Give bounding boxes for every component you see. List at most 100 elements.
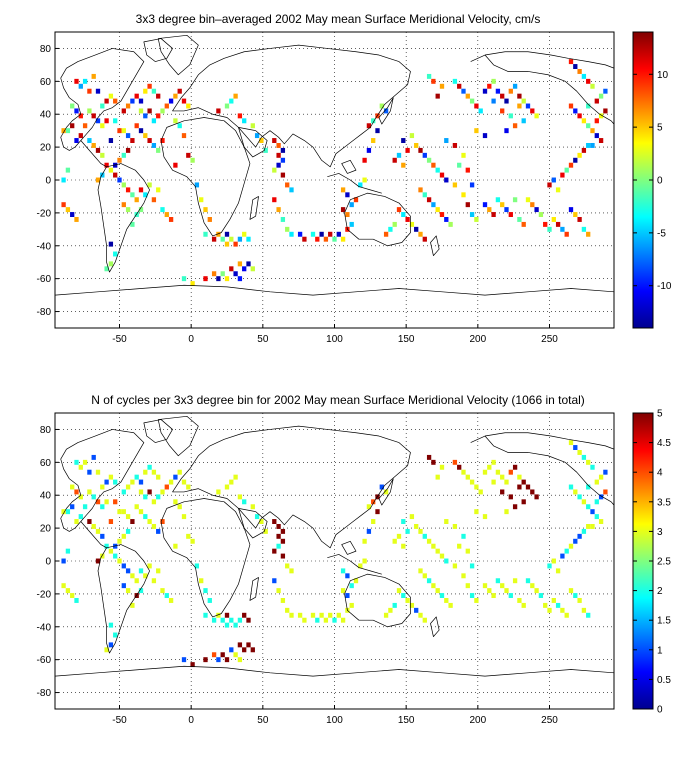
velocity-bin-cell	[168, 217, 174, 222]
velocity-bin-cell	[504, 207, 509, 213]
velocity-bin-cell	[164, 212, 169, 217]
cycles-bin-cell	[474, 598, 479, 603]
velocity-bin-cell	[246, 236, 251, 242]
velocity-bin-cell	[104, 162, 109, 168]
velocity-bin-cell	[242, 118, 247, 124]
cycles-bin-cell	[95, 499, 101, 505]
cycles-bin-cell	[469, 563, 475, 569]
velocity-bin-cell	[577, 152, 582, 158]
cycles-bin-cell	[61, 558, 66, 564]
velocity-bin-cell	[125, 147, 131, 153]
cycles-bin-cell	[224, 622, 230, 628]
cycles-bin-cell	[371, 499, 376, 505]
velocity-bin-cell	[340, 207, 346, 213]
cycles-bin-cell	[121, 489, 126, 495]
velocity-bin-cell	[104, 98, 109, 104]
velocity-bin-cell	[151, 88, 157, 94]
cycles-bin-cell	[517, 484, 522, 490]
cycles-bin-cell	[91, 494, 96, 500]
velocity-bin-cell	[100, 103, 105, 109]
velocity-bin-cell	[113, 98, 118, 104]
cycles-bin-cell	[216, 489, 221, 495]
velocity-bin-cell	[125, 133, 131, 139]
velocity-panel: 3x3 degree bin–averaged 2002 May mean Su…	[37, 12, 672, 345]
velocity-x-tick-label: 200	[469, 334, 486, 345]
cycles-bin-cell	[108, 642, 114, 648]
cycles-bin-cell	[130, 602, 135, 608]
cycles-bin-cell	[121, 583, 126, 589]
velocity-bin-cell	[469, 212, 475, 217]
velocity-bin-cell	[65, 207, 71, 213]
velocity-bin-cell	[508, 88, 513, 94]
velocity-bin-cell	[224, 103, 230, 109]
cycles-colorbar-ticks: 0 0.5 1 1.5 2 2.5 3 3.5 4 4.5 5	[633, 409, 671, 716]
velocity-bin-cell	[581, 226, 587, 232]
velocity-bin-cell	[469, 182, 475, 188]
cycles-bin-cell	[104, 647, 109, 653]
velocity-bin-cell	[160, 138, 165, 143]
velocity-bin-cell	[551, 217, 556, 222]
cycles-bin-cell	[603, 489, 608, 495]
velocity-bin-cell	[121, 152, 126, 158]
velocity-bin-cell	[418, 147, 423, 153]
velocity-bin-cell	[573, 212, 578, 217]
velocity-bin-cell	[91, 73, 96, 79]
velocity-bin-cell	[444, 177, 449, 183]
cycles-bin-cell	[181, 514, 187, 520]
cycles-bin-cell	[538, 593, 544, 598]
velocity-bin-cell	[100, 172, 105, 178]
cycles-bin-cell	[534, 588, 539, 594]
cycles-y-tick-label: -20	[37, 589, 52, 600]
cycles-bin-cell	[160, 519, 165, 524]
velocity-bin-cell	[469, 98, 475, 104]
cycles-bin-cell	[543, 602, 548, 608]
cycles-bin-cell	[280, 528, 286, 534]
cycles-bin-cell	[512, 578, 518, 584]
cycles-bin-cell	[551, 558, 556, 564]
cycles-bin-cell	[65, 548, 71, 554]
velocity-bin-cell	[577, 217, 582, 222]
cycles-bin-cell	[392, 538, 397, 544]
velocity-bin-cell	[521, 221, 526, 227]
velocity-bin-cell	[478, 108, 483, 114]
velocity-bin-cell	[95, 88, 101, 94]
cycles-bin-cell	[573, 538, 578, 544]
cycles-bin-cell	[444, 558, 449, 564]
velocity-bin-cell	[525, 197, 531, 203]
velocity-bin-cell	[349, 221, 354, 227]
cycles-bin-cell	[108, 519, 114, 524]
velocity-bin-cell	[203, 231, 208, 237]
velocity-bin-cell	[285, 226, 290, 232]
velocity-bin-cell	[194, 182, 200, 188]
velocity-bin-cell	[435, 207, 440, 213]
cycles-bin-cell	[504, 588, 509, 594]
cycles-bin-cell	[138, 479, 144, 485]
cycles-bin-cell	[581, 528, 587, 534]
velocity-bin-cell	[560, 172, 565, 178]
velocity-bin-cell	[426, 73, 432, 79]
cycles-y-tick-label: 60	[40, 458, 52, 469]
velocity-bin-cell	[237, 236, 243, 242]
velocity-bin-cell	[203, 276, 208, 282]
cycles-bin-cell	[125, 484, 131, 490]
velocity-bin-cell	[108, 241, 114, 247]
velocity-bin-cell	[452, 182, 458, 188]
cycles-bin-cell	[452, 524, 458, 529]
velocity-bin-cell	[297, 231, 303, 237]
cycles-bin-cell	[500, 583, 505, 589]
cycles-bin-cell	[156, 528, 161, 534]
cycles-bin-cell	[586, 459, 591, 465]
cycles-colorbar-tick-label: 4	[657, 468, 663, 479]
velocity-bin-cell	[289, 187, 294, 193]
velocity-bin-cell	[65, 128, 71, 134]
cycles-bin-cell	[525, 484, 531, 490]
velocity-bin-cell	[224, 241, 230, 247]
velocity-bin-cell	[508, 113, 513, 119]
cycles-bin-cell	[151, 524, 157, 529]
cycles-bin-cell	[560, 553, 565, 559]
velocity-bin-cell	[134, 123, 139, 129]
cycles-bin-cell	[577, 598, 582, 603]
velocity-bin-cell	[586, 123, 591, 129]
velocity-x-tick-label: 100	[326, 334, 343, 345]
cycles-bin-cell	[151, 499, 157, 505]
